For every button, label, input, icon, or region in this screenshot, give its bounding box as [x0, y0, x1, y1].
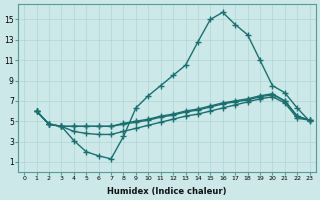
- X-axis label: Humidex (Indice chaleur): Humidex (Indice chaleur): [107, 187, 227, 196]
